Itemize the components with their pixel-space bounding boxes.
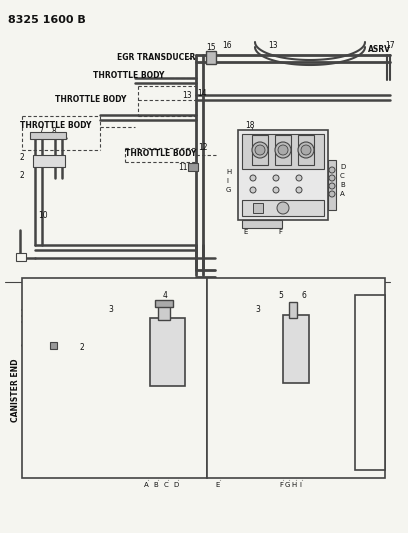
Text: B: B [154,482,158,488]
Text: H: H [291,482,297,488]
Circle shape [296,175,302,181]
Circle shape [298,142,314,158]
Text: 2: 2 [20,171,25,180]
Text: A: A [144,482,149,488]
Text: THROTTLE BODY: THROTTLE BODY [125,149,196,157]
Circle shape [250,187,256,193]
Bar [252,135,268,165]
Circle shape [255,145,265,155]
Bar [289,302,297,318]
Text: 10: 10 [38,211,48,220]
Text: 2: 2 [80,343,85,352]
Bar [238,130,328,220]
Text: THROTTLE BODY: THROTTLE BODY [55,95,126,104]
Text: 15: 15 [206,44,215,52]
Bar [207,278,385,478]
Text: E: E [216,482,220,488]
Text: THROTTLE BODY: THROTTLE BODY [93,71,164,80]
Text: 8: 8 [52,126,57,135]
Bar [242,220,282,228]
Circle shape [329,191,335,197]
Circle shape [277,202,289,214]
Bar [275,135,291,165]
Text: D: D [173,482,179,488]
Bar [298,135,314,165]
Text: 8325 1600 B: 8325 1600 B [8,15,86,25]
Text: 13: 13 [182,91,192,100]
Bar [155,300,173,307]
Bar [355,295,385,470]
Circle shape [301,145,311,155]
Text: EGR TRANSDUCER: EGR TRANSDUCER [117,53,195,62]
Text: 7: 7 [38,126,43,135]
Text: 14: 14 [197,90,206,99]
Text: F: F [278,229,282,235]
Text: 3: 3 [255,305,260,314]
Text: 1: 1 [50,343,55,352]
Bar [242,200,324,216]
Bar [242,134,324,169]
Text: G: G [284,482,290,488]
Circle shape [252,142,268,158]
Text: 17: 17 [385,41,395,50]
Bar [253,203,263,213]
Text: 5: 5 [278,292,283,301]
Circle shape [273,175,279,181]
Bar [188,163,198,171]
Text: CANISTER END: CANISTER END [11,358,20,422]
Text: 2: 2 [20,154,25,163]
Text: 6: 6 [302,292,307,301]
Bar [206,51,216,64]
Circle shape [329,183,335,189]
Text: D: D [340,164,345,170]
Text: THROTTLE BODY: THROTTLE BODY [20,120,91,130]
Bar [33,155,65,167]
Text: 11: 11 [178,164,188,173]
Text: G: G [226,187,231,193]
Bar [328,160,336,210]
Text: I: I [299,482,301,488]
Text: ASRV: ASRV [368,45,391,54]
Text: 16: 16 [222,41,232,50]
Text: 12: 12 [198,143,208,152]
Circle shape [329,167,335,173]
Text: 18: 18 [245,120,255,130]
Text: B: B [340,182,345,188]
Bar [30,132,66,139]
Circle shape [278,145,288,155]
Bar [16,253,26,261]
Bar [50,342,57,349]
Bar [158,305,170,320]
Circle shape [250,175,256,181]
Circle shape [329,175,335,181]
Text: 13: 13 [268,41,277,50]
Text: F: F [279,482,283,488]
Text: 9: 9 [48,160,53,169]
Circle shape [296,187,302,193]
Text: C: C [164,482,169,488]
Text: H: H [226,169,231,175]
Bar [150,318,185,386]
Text: E: E [243,229,247,235]
Circle shape [273,187,279,193]
Bar [22,278,207,478]
Text: 4: 4 [163,292,168,301]
Text: A: A [340,191,345,197]
Text: C: C [340,173,345,179]
Text: 3: 3 [108,305,113,314]
Text: I: I [226,178,228,184]
Bar [283,315,309,383]
Circle shape [275,142,291,158]
